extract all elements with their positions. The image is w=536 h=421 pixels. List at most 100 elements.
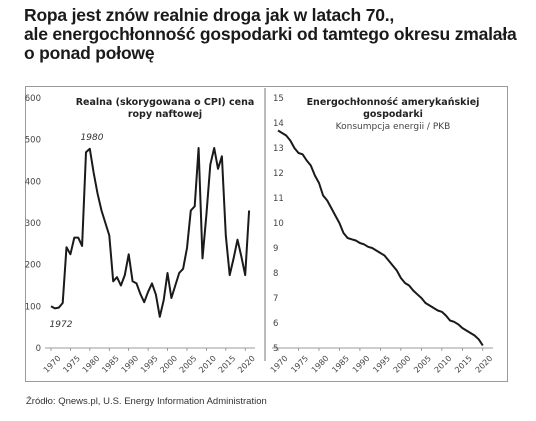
intensity-data-point [281,132,283,134]
oil-data-point [58,307,60,309]
intensity-data-point [429,305,431,307]
intensity-data-point [437,310,439,312]
oil-data-point [124,274,126,276]
intensity-x-tick-label: 1980 [310,354,331,375]
oil-series-line [50,147,251,318]
intensity-data-point [351,238,353,240]
oil-x-tick-label: 1980 [81,354,102,375]
charts-svg: 0100200300400500600197019751980198519901… [25,88,495,375]
oil-chart-title-line-1: Realna (skorygowana o CPI) cena [76,97,255,108]
intensity-x-tick-label: 2015 [453,354,474,375]
intensity-data-point [277,130,279,132]
oil-data-point [132,280,134,282]
oil-data-point [62,302,64,304]
oil-x-tick-label: 1970 [42,354,63,375]
intensity-data-point [293,147,295,149]
oil-data-point [85,151,87,153]
headline: Ropa jest znów realnie droga jak w latac… [24,6,524,63]
intensity-chart-subtitle: Konsumpcja energii / PKB [336,122,451,132]
oil-data-point [143,301,145,303]
oil-x-tick-label: 2010 [197,354,218,375]
oil-data-point [69,253,71,255]
intensity-x-tick-label: 2020 [474,354,495,375]
oil-price-chart: 0100200300400500600197019751980198519901… [25,94,257,375]
intensity-data-point [306,160,308,162]
oil-data-point [174,285,176,287]
intensity-data-point [322,195,324,197]
intensity-data-point [310,165,312,167]
oil-data-point [190,210,192,212]
intensity-data-point [326,200,328,202]
intensity-y-tick-label: 12 [273,169,284,179]
annotation-1972: 1972 [50,320,73,330]
intensity-y-tick-label: 14 [273,119,284,129]
oil-data-point [186,247,188,249]
oil-data-point [81,245,83,247]
oil-data-point [194,205,196,207]
oil-chart-title-line-2: ropy naftowej [128,109,202,120]
intensity-data-point [384,255,386,257]
oil-data-point [151,282,153,284]
oil-y-tick-label: 600 [25,94,41,104]
intensity-data-point [416,293,418,295]
intensity-data-point [433,307,435,309]
intensity-y-tick-label: 7 [273,294,278,304]
oil-data-point [217,168,219,170]
intensity-x-tick-label: 1995 [371,354,392,375]
oil-data-point [108,235,110,237]
intensity-data-point [470,332,472,334]
oil-data-point [139,293,141,295]
energy-intensity-chart: 5 6 7 8 9 10 11 12 13 14 15 1970 1975 1980 1985 1990 199… [269,94,495,375]
intensity-data-point [482,345,484,347]
intensity-y-tick-label: 13 [273,144,284,154]
intensity-x-tick-label: 1970 [269,354,290,375]
oil-data-point [116,276,118,278]
oil-data-point [182,268,184,270]
oil-x-tick-label: 2020 [236,354,257,375]
intensity-data-point [298,152,300,154]
oil-data-point [225,235,227,237]
intensity-data-point [465,330,467,332]
intensity-series-line [277,129,484,347]
intensity-x-tick-label: 1990 [351,354,372,375]
intensity-data-point [367,246,369,248]
oil-x-tick-label: 1990 [120,354,141,375]
intensity-x-tick-label: 2010 [433,354,454,375]
oil-data-point [167,272,169,274]
oil-x-tick-label: 1995 [139,354,160,375]
intensity-data-point [404,282,406,284]
intensity-data-point [461,327,463,329]
oil-data-point [205,214,207,216]
oil-data-point [112,280,114,282]
oil-data-point [213,147,215,149]
intensity-data-point [388,260,390,262]
oil-y-tick-label: 300 [25,219,41,229]
oil-data-point [237,239,239,241]
oil-x-tick-label: 1985 [100,354,121,375]
oil-data-point [198,147,200,149]
intensity-y-tick-label: 11 [273,194,284,204]
intensity-data-point [478,338,480,340]
intensity-x-tick-label: 2005 [412,354,433,375]
intensity-data-point [396,270,398,272]
headline-line-1: Ropa jest znów realnie droga jak w latac… [24,5,395,25]
oil-data-point [93,172,95,174]
intensity-data-point [453,321,455,323]
oil-data-point [66,246,68,248]
intensity-data-point [449,320,451,322]
oil-data-point [73,237,75,239]
intensity-data-point [302,153,304,155]
intensity-data-point [338,222,340,224]
oil-y-tick-label: 200 [25,261,41,271]
intensity-data-point [474,335,476,337]
oil-data-point [104,222,106,224]
oil-y-tick-label: 500 [25,136,41,146]
intensity-data-point [445,315,447,317]
oil-y-tick-label: 0 [36,344,41,354]
oil-data-point [120,285,122,287]
intensity-data-point [355,240,357,242]
oil-x-tick-label: 2000 [158,354,179,375]
intensity-y-tick-label: 15 [273,94,284,104]
oil-y-tick-label: 100 [25,302,41,312]
oil-x-tick-label: 2005 [178,354,199,375]
